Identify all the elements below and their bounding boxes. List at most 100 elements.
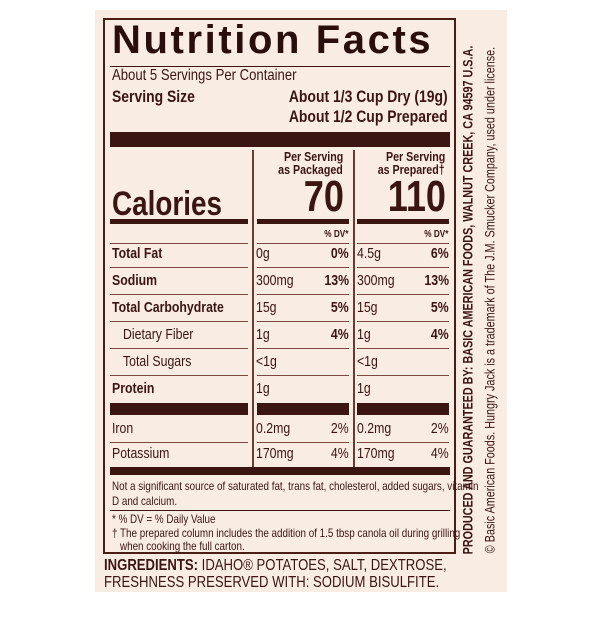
prepared-amount: 300mg [357,272,403,289]
row-divider [257,375,349,376]
row-divider [110,348,248,349]
nutrition-facts-box [103,18,456,554]
prepared-amount: 0.2mg [357,420,399,437]
row-divider [357,348,449,349]
packaged-amount-text: <1g [256,353,277,370]
ingredients-line2: FRESHNESS PRESERVED WITH: SODIUM BISULFI… [104,574,440,591]
prepared-amount-text: 1g [357,380,371,397]
calories-packaged: 70 [303,172,344,221]
serving-size-label: Serving Size [112,87,195,106]
nutrient-name: Potassium [112,445,182,462]
prepared-amount: <1g [357,353,382,370]
serving-size-prepared: About 1/2 Cup Prepared [289,107,448,126]
packaged-amount: <1g [256,353,281,370]
packaged-dv-text: 13% [324,272,349,289]
nutrient-name: Dietary Fiber [123,326,209,343]
producer-text: PRODUCED AND GUARANTEED BY: BASIC AMERIC… [460,45,476,555]
footnote-prepared-2: when cooking the full carton. [120,539,245,553]
prepared-amount-text: 15g [357,299,378,316]
prepared-amount: 170mg [357,445,403,462]
packaged-dv: 5% [327,299,349,316]
packaged-amount-text: 0.2mg [256,420,291,437]
nutrient-name-text: Iron [112,420,134,437]
row-divider [110,267,248,268]
prepared-amount-text: 1g [357,326,371,343]
row-divider [110,321,248,322]
row-divider [257,294,349,295]
packaged-amount: 1g [256,380,273,397]
row-divider [110,243,248,244]
prepared-header-line2: as Prepared† [378,162,445,177]
prepared-dv-text: 6% [431,245,449,262]
footnote-not-significant: Not a significant source of saturated fa… [112,479,479,493]
prepared-dv: 5% [427,299,449,316]
divider [110,510,450,511]
thick-divider [110,467,450,475]
serving-size-dry: About 1/3 Cup Dry (19g) [289,87,448,106]
packaged-header-line1: Per Serving [283,149,343,164]
thick-divider [257,403,349,415]
packaged-header-line2: as Packaged [278,162,343,177]
packaged-dv: 0% [327,245,349,262]
row-divider [357,294,449,295]
row-divider [257,321,349,322]
packaged-dv: 4% [327,445,349,462]
nutrient-name-text: Potassium [112,445,170,462]
packaged-amount: 1g [256,326,273,343]
nutrition-facts-title: Nutrition Facts [112,18,434,62]
ingredients-line1: IDAHO® POTATOES, SALT, DEXTROSE, [201,557,447,574]
row-divider [357,243,449,244]
prepared-dv-text: 13% [424,272,449,289]
prepared-dv-text: 4% [431,445,449,462]
prepared-amount-text: <1g [357,353,378,370]
packaged-dv-text: 4% [331,326,349,343]
calories-label: Calories [112,185,223,223]
nutrient-name-text: Total Sugars [123,353,192,370]
footnote-not-significant-2: D and calcium. [112,494,178,508]
thick-divider [357,403,449,415]
packaged-amount: 0g [256,245,273,262]
prepared-dv: 4% [427,326,449,343]
nutrient-name: Sodium [112,272,167,289]
nutrient-name: Total Carbohydrate [112,299,248,316]
row-divider [257,442,349,443]
packaged-amount: 170mg [256,445,302,462]
dv-header-prepared: % DV* [423,229,448,240]
packaged-dv: 13% [319,272,349,289]
prepared-dv-text: 5% [431,299,449,316]
packaged-dv: 2% [327,420,349,437]
thick-divider [110,219,248,224]
row-divider [257,348,349,349]
nutrient-name: Total Sugars [123,353,206,370]
packaged-dv-text: 4% [331,445,349,462]
packaged-dv-text: 5% [331,299,349,316]
prepared-amount-text: 170mg [357,445,395,462]
prepared-dv: 2% [427,420,449,437]
nutrient-name: Protein [112,380,164,397]
nutrient-name-text: Dietary Fiber [123,326,194,343]
row-divider [357,267,449,268]
prepared-amount-text: 4.5g [357,245,381,262]
packaged-dv-text: 2% [331,420,349,437]
column-divider [353,150,355,467]
prepared-dv: 4% [427,445,449,462]
thick-divider [357,219,449,224]
prepared-amount: 4.5g [357,245,386,262]
prepared-dv: 6% [427,245,449,262]
prepared-amount: 1g [357,380,374,397]
row-divider [257,243,349,244]
prepared-amount-text: 300mg [357,272,395,289]
nutrient-name-text: Total Carbohydrate [112,299,224,316]
thick-divider [110,403,248,415]
row-divider [110,442,248,443]
dv-header-packaged: % DV* [323,229,348,240]
nutrient-name: Iron [112,420,138,437]
nutrient-name-text: Protein [112,380,155,397]
footnote-prepared: † The prepared column includes the addit… [112,525,461,540]
divider [110,66,450,67]
packaged-dv-text: 0% [331,245,349,262]
row-divider [110,294,248,295]
column-divider [252,150,254,467]
packaged-amount: 0.2mg [256,420,298,437]
prepared-header-line1: Per Serving [385,149,445,164]
